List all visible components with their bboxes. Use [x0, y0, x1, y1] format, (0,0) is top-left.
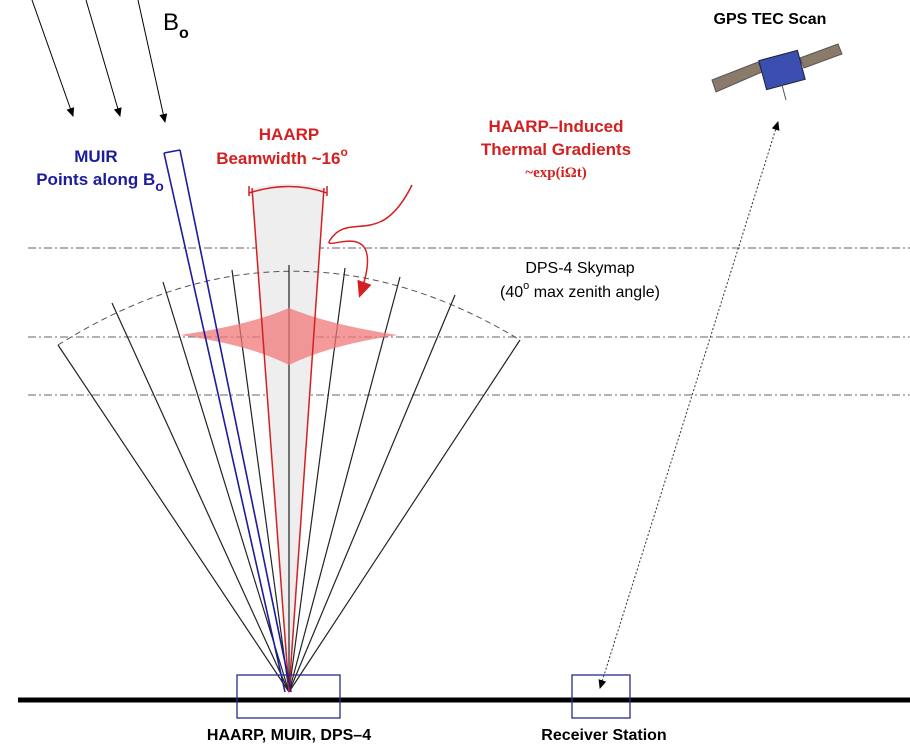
skymap-ray [288, 339, 521, 693]
gps-label: GPS TEC Scan [714, 11, 827, 28]
haarp-sub: Beamwidth ~16o [216, 145, 348, 168]
muir-subscript: o [155, 178, 164, 194]
haarp-title: HAARP [259, 125, 319, 144]
haarp-beam [248, 185, 328, 693]
skymap-ray [57, 344, 290, 693]
receiver-box [571, 674, 631, 719]
skymap-sub: (40o max zenith angle) [500, 280, 660, 301]
skymap-title: DPS-4 Skymap [525, 260, 634, 277]
muir-sub: Points along Bo [36, 170, 164, 194]
thermal-arrow [328, 184, 413, 298]
haarp-superscript: o [340, 145, 347, 159]
muir-beam [163, 149, 292, 693]
thermal-sub: Thermal Gradients [481, 140, 631, 159]
skymap-part: max zenith angle) [529, 284, 660, 301]
thermal-title: HAARP–Induced [488, 117, 623, 136]
gps-link [598, 121, 780, 689]
thermal-formula: ~exp(iΩt) [525, 165, 586, 181]
skymap-part: (40 [500, 284, 523, 301]
site-label: HAARP, MUIR, DPS–4 [207, 727, 371, 744]
muir-title: MUIR [74, 147, 117, 166]
skymap-superscript: o [523, 280, 529, 292]
skymap-ray [288, 294, 456, 693]
b-subscript: o [179, 25, 189, 42]
b-label: B [163, 9, 179, 36]
thermal-blob [180, 308, 398, 365]
satellite-icon [711, 43, 843, 101]
muir-line: Points along B [36, 170, 155, 189]
layer-lines [28, 247, 910, 396]
b-field-label: Bo [163, 9, 189, 42]
skymap-ray [288, 276, 401, 693]
b-field-arrows [31, 0, 168, 123]
haarp-cone [252, 184, 324, 692]
skymap-ray [111, 302, 290, 693]
site-box [236, 674, 341, 719]
skymap-ray [162, 281, 290, 693]
receiver-label: Receiver Station [541, 727, 666, 744]
haarp-line: Beamwidth ~16 [216, 149, 340, 168]
